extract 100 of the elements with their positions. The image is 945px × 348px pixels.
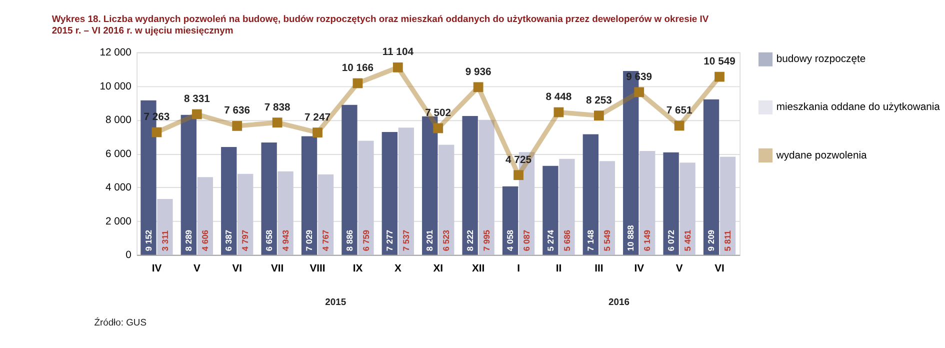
data-label: 6 149 bbox=[642, 230, 652, 252]
bar bbox=[261, 142, 277, 255]
point bbox=[232, 121, 242, 131]
data-label: 4 797 bbox=[240, 230, 250, 252]
bar bbox=[720, 156, 736, 255]
data-label: 6 087 bbox=[522, 230, 532, 252]
bar bbox=[342, 104, 358, 255]
point bbox=[714, 72, 724, 82]
x-tick-label: VII bbox=[270, 263, 284, 274]
data-label: 5 686 bbox=[562, 230, 572, 252]
data-label: 10 166 bbox=[342, 62, 374, 74]
data-label: 8 886 bbox=[344, 230, 354, 252]
data-label: 8 201 bbox=[424, 230, 435, 252]
x-tick-label: I bbox=[517, 263, 520, 274]
x-tick-label: VIII bbox=[310, 263, 326, 274]
chart-title: Wykres 18. Liczba wydanych pozwoleń na budowę, budów rozpoczętych oraz mieszkań oddanych do użytkowania przez deweloperów w okresie IV 2015 r. – VI 2016 r. w ujęciu miesięcznym bbox=[52, 13, 710, 36]
bar bbox=[278, 171, 294, 255]
data-label: 8 448 bbox=[546, 92, 572, 103]
bar bbox=[318, 174, 334, 255]
y-tick-label: 8 000 bbox=[105, 115, 132, 126]
bar bbox=[502, 186, 518, 255]
bar bbox=[358, 140, 374, 255]
x-tick-label: III bbox=[594, 263, 604, 274]
point bbox=[514, 170, 524, 180]
x-tick-label: II bbox=[556, 263, 562, 274]
bar bbox=[301, 136, 318, 255]
point bbox=[392, 62, 403, 72]
data-label: 10 888 bbox=[626, 224, 636, 252]
point bbox=[594, 110, 604, 120]
data-label: 7 247 bbox=[304, 112, 331, 124]
data-label: 5 461 bbox=[682, 230, 692, 252]
point bbox=[272, 118, 282, 128]
y-tick-label: 4 000 bbox=[105, 182, 132, 194]
legend-label: budowy rozpoczęte bbox=[776, 54, 866, 66]
data-label: 7 029 bbox=[304, 230, 314, 252]
data-label: 7 148 bbox=[585, 230, 596, 252]
data-label: 10 549 bbox=[704, 56, 736, 68]
x-tick-label: IV bbox=[152, 263, 162, 274]
point bbox=[634, 87, 644, 98]
bar bbox=[438, 144, 454, 255]
data-label: 9 209 bbox=[706, 230, 716, 252]
y-tick-label: 10 000 bbox=[100, 81, 132, 92]
data-label: 3 311 bbox=[160, 230, 170, 252]
bar bbox=[582, 134, 598, 255]
bar bbox=[238, 174, 254, 255]
legend-label: mieszkania oddane do użytkowania bbox=[776, 102, 940, 114]
data-label: 5 811 bbox=[722, 230, 733, 252]
x-tick-label: VI bbox=[232, 263, 242, 274]
bar bbox=[663, 152, 679, 255]
data-label: 5 274 bbox=[545, 230, 556, 252]
bar bbox=[180, 114, 196, 255]
data-label: 4 767 bbox=[320, 230, 331, 252]
data-label: 8 331 bbox=[184, 94, 210, 105]
x-tick-label: X bbox=[394, 263, 402, 274]
data-label: 4 943 bbox=[280, 230, 290, 252]
data-label: 9 936 bbox=[465, 66, 492, 78]
data-label: 8 289 bbox=[183, 230, 194, 252]
y-tick-label: 2 000 bbox=[105, 216, 132, 228]
data-label: 6 658 bbox=[264, 230, 274, 252]
x-tick-label: VI bbox=[714, 263, 725, 274]
bar bbox=[542, 166, 558, 255]
data-label: 6 072 bbox=[666, 230, 676, 252]
bar bbox=[382, 132, 398, 255]
data-label: 5 549 bbox=[602, 230, 612, 252]
data-label: 7 838 bbox=[264, 102, 291, 114]
x-tick-label: XI bbox=[433, 263, 444, 274]
y-tick-label: 0 bbox=[126, 250, 132, 262]
point bbox=[192, 109, 202, 120]
x-tick-label: IV bbox=[634, 263, 644, 274]
bar bbox=[559, 158, 575, 255]
point bbox=[152, 127, 162, 138]
data-label: 7 502 bbox=[425, 108, 452, 119]
point bbox=[433, 123, 444, 134]
data-label: 8 253 bbox=[586, 95, 612, 106]
x-tick-label: XII bbox=[472, 263, 485, 274]
bar bbox=[680, 162, 696, 255]
bar bbox=[221, 147, 237, 255]
bar bbox=[197, 177, 213, 255]
data-label: 7 636 bbox=[224, 106, 250, 117]
data-label: 4 725 bbox=[506, 154, 532, 166]
data-label: 6 387 bbox=[224, 230, 234, 252]
text: 2016 bbox=[608, 296, 630, 307]
text: 2015 bbox=[325, 296, 346, 307]
point bbox=[554, 107, 564, 118]
data-label: 6 523 bbox=[441, 230, 452, 252]
y-tick-label: 6 000 bbox=[105, 148, 132, 160]
x-tick-label: V bbox=[676, 263, 683, 274]
x-tick-label: V bbox=[193, 263, 200, 274]
bar bbox=[462, 116, 478, 255]
data-label: 7 277 bbox=[384, 230, 394, 252]
data-label: 4 606 bbox=[200, 230, 210, 252]
data-label: 6 759 bbox=[360, 230, 371, 252]
text: Źródło: GUS bbox=[94, 316, 146, 328]
point bbox=[674, 120, 684, 131]
bar bbox=[640, 151, 656, 255]
bar bbox=[157, 198, 173, 255]
data-label: 9 152 bbox=[143, 230, 154, 252]
bar bbox=[398, 128, 414, 255]
bar bbox=[422, 116, 438, 255]
x-tick-label: IX bbox=[352, 263, 363, 274]
